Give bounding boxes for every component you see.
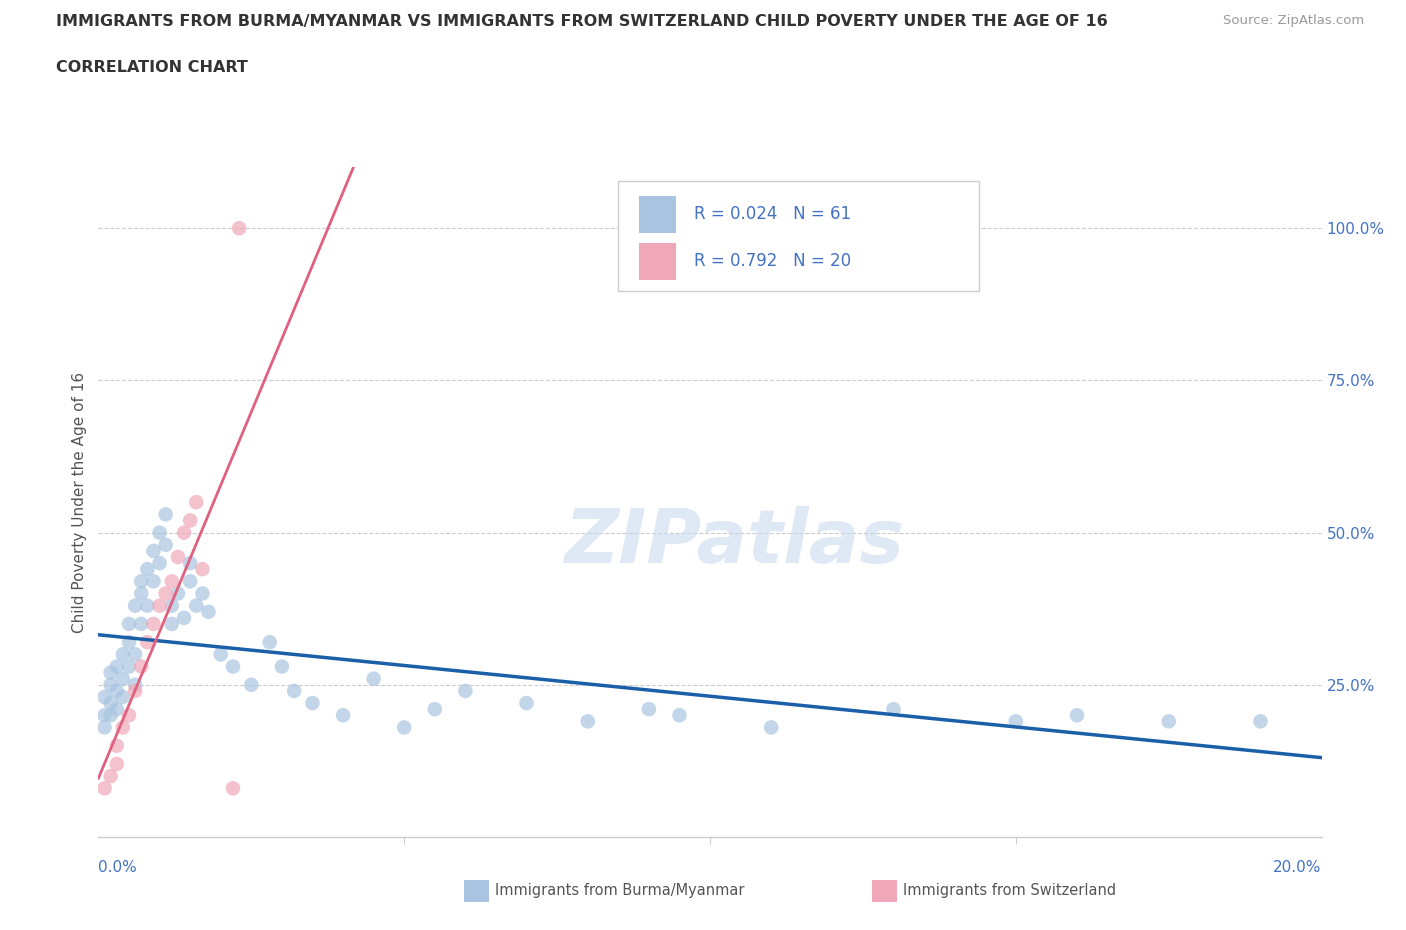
Text: R = 0.024   N = 61: R = 0.024 N = 61 xyxy=(695,206,851,223)
Point xyxy=(179,513,201,528)
Bar xyxy=(640,243,676,280)
Point xyxy=(1157,714,1180,729)
Point xyxy=(100,665,122,680)
Text: 20.0%: 20.0% xyxy=(1274,860,1322,875)
Point xyxy=(197,604,219,619)
Point xyxy=(129,617,152,631)
Point xyxy=(228,220,250,235)
Point xyxy=(332,708,354,723)
Point xyxy=(516,696,538,711)
Point xyxy=(105,738,128,753)
Point xyxy=(186,598,208,613)
Text: CORRELATION CHART: CORRELATION CHART xyxy=(56,60,247,75)
Point xyxy=(111,647,134,662)
Point xyxy=(155,586,177,601)
Point xyxy=(270,659,292,674)
Point xyxy=(105,684,128,698)
Point xyxy=(129,659,152,674)
Point xyxy=(100,696,122,711)
Point xyxy=(454,684,477,698)
Point xyxy=(118,708,141,723)
Point xyxy=(240,677,263,692)
Point xyxy=(883,702,905,717)
Point xyxy=(160,598,183,613)
Point xyxy=(149,598,172,613)
Point xyxy=(93,720,115,735)
Point xyxy=(301,696,323,711)
Point xyxy=(186,495,208,510)
Point xyxy=(142,617,165,631)
Point xyxy=(136,598,159,613)
Point xyxy=(222,659,245,674)
Point xyxy=(149,525,172,540)
Text: 0.0%: 0.0% xyxy=(98,860,138,875)
Point xyxy=(142,574,165,589)
Point xyxy=(118,635,141,650)
Bar xyxy=(640,196,676,232)
Point xyxy=(100,769,122,784)
Point xyxy=(160,574,183,589)
Point xyxy=(283,684,305,698)
Point xyxy=(668,708,690,723)
Point xyxy=(1004,714,1026,729)
Point xyxy=(637,702,661,717)
Point xyxy=(209,647,232,662)
Point xyxy=(759,720,782,735)
Point xyxy=(136,635,159,650)
Point xyxy=(167,586,190,601)
Point xyxy=(93,689,115,704)
Point xyxy=(576,714,599,729)
Point xyxy=(363,671,385,686)
Point xyxy=(118,617,141,631)
Text: ZIPatlas: ZIPatlas xyxy=(564,506,904,578)
Point xyxy=(155,507,177,522)
FancyBboxPatch shape xyxy=(619,180,979,291)
Point xyxy=(129,574,152,589)
Point xyxy=(149,555,172,570)
Text: Immigrants from Switzerland: Immigrants from Switzerland xyxy=(903,884,1116,898)
Point xyxy=(124,677,146,692)
Point xyxy=(105,702,128,717)
Point xyxy=(179,574,201,589)
Point xyxy=(100,677,122,692)
Point xyxy=(191,562,214,577)
Point xyxy=(105,756,128,771)
Point xyxy=(392,720,416,735)
Point xyxy=(111,671,134,686)
Point xyxy=(111,689,134,704)
Point xyxy=(222,781,245,796)
Text: Immigrants from Burma/Myanmar: Immigrants from Burma/Myanmar xyxy=(495,884,744,898)
Point xyxy=(124,684,146,698)
Point xyxy=(179,555,201,570)
Point xyxy=(173,610,195,625)
Point xyxy=(105,659,128,674)
Point xyxy=(259,635,281,650)
Text: IMMIGRANTS FROM BURMA/MYANMAR VS IMMIGRANTS FROM SWITZERLAND CHILD POVERTY UNDER: IMMIGRANTS FROM BURMA/MYANMAR VS IMMIGRA… xyxy=(56,14,1108,29)
Point xyxy=(1066,708,1088,723)
Point xyxy=(191,586,214,601)
Point xyxy=(1249,714,1271,729)
Point xyxy=(118,659,141,674)
Point xyxy=(93,781,115,796)
Text: R = 0.792   N = 20: R = 0.792 N = 20 xyxy=(695,252,851,270)
Point xyxy=(155,538,177,552)
Point xyxy=(142,543,165,558)
Text: Source: ZipAtlas.com: Source: ZipAtlas.com xyxy=(1223,14,1364,27)
Point xyxy=(136,562,159,577)
Point xyxy=(124,647,146,662)
Point xyxy=(423,702,446,717)
Y-axis label: Child Poverty Under the Age of 16: Child Poverty Under the Age of 16 xyxy=(72,372,87,632)
Point xyxy=(167,550,190,565)
Point xyxy=(111,720,134,735)
Point xyxy=(100,708,122,723)
Point xyxy=(93,708,115,723)
Point xyxy=(129,586,152,601)
Point xyxy=(173,525,195,540)
Point xyxy=(124,598,146,613)
Point xyxy=(160,617,183,631)
